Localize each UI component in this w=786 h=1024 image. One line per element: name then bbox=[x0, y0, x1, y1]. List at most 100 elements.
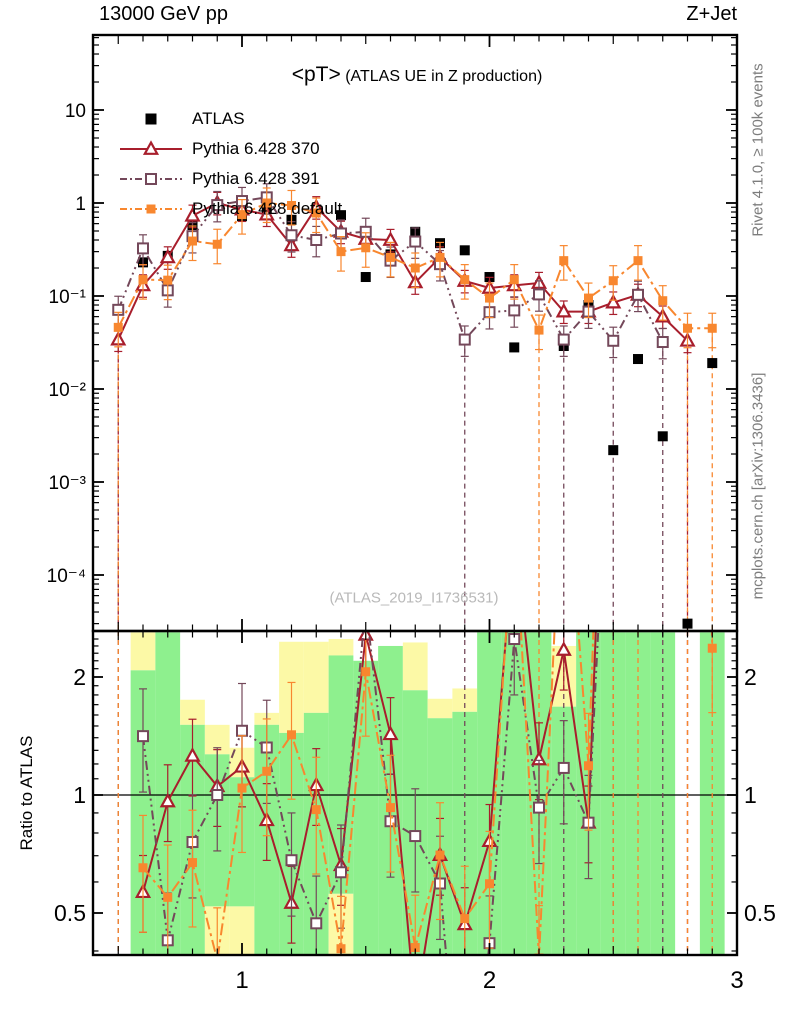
data-point bbox=[285, 229, 298, 242]
axis-ticks bbox=[93, 35, 737, 955]
data-point bbox=[386, 803, 395, 813]
data-point bbox=[145, 173, 157, 185]
data-point bbox=[658, 296, 668, 306]
axis-tick-labels: 10 1 10⁻¹ 10⁻² 10⁻³ 10⁻⁴ 2 2 1 1 0.5 0.5 1 2 3 bbox=[47, 101, 776, 994]
analysis-name: (ATLAS UE in Z production) bbox=[345, 68, 543, 85]
data-point bbox=[409, 235, 422, 248]
data-point bbox=[410, 943, 420, 953]
y-axis-tick-label: 10⁻³ bbox=[49, 473, 87, 494]
y-axis-tick-label: 10⁻⁴ bbox=[47, 566, 86, 587]
ratio-series-line bbox=[142, 631, 597, 955]
data-point bbox=[409, 830, 422, 843]
data-point bbox=[146, 204, 156, 214]
legend-item-pythia-6-428-default: Pythia 6.428 default bbox=[118, 194, 342, 224]
yellow-band bbox=[452, 688, 478, 712]
data-point bbox=[213, 956, 222, 965]
data-point bbox=[584, 761, 593, 771]
yellow-band bbox=[328, 639, 354, 656]
series-main-pythia-6-428-default bbox=[113, 187, 717, 351]
ratio-panel-series bbox=[117, 631, 717, 965]
data-point bbox=[336, 210, 346, 221]
ratio-series-line bbox=[142, 631, 714, 955]
ratio-tick-label-left: 1 bbox=[73, 782, 86, 808]
data-point bbox=[212, 239, 222, 249]
data-point bbox=[533, 801, 545, 814]
data-point bbox=[633, 256, 643, 266]
data-point bbox=[287, 200, 296, 210]
data-point bbox=[137, 730, 149, 743]
data-point bbox=[485, 293, 494, 303]
ratio-tick-label-right: 2 bbox=[744, 664, 757, 690]
legend: ATLAS Pythia 6.428 370 Pythia 6.428 391 Pyt… bbox=[118, 104, 342, 224]
data-point bbox=[608, 445, 619, 456]
data-point bbox=[707, 323, 717, 333]
data-point bbox=[509, 342, 520, 353]
data-point bbox=[360, 272, 371, 283]
x-axis-tick-label: 2 bbox=[483, 967, 496, 994]
data-point bbox=[382, 725, 399, 741]
data-point bbox=[386, 252, 395, 262]
data-point bbox=[188, 236, 197, 246]
data-point bbox=[584, 293, 593, 303]
series-main-atlas bbox=[138, 200, 718, 629]
legend-label: ATLAS bbox=[192, 109, 245, 128]
mcplots-arxiv-caption: mcplots.cern.ch [arXiv:1306.3436] bbox=[749, 372, 767, 600]
beam-energy-label: 13000 GeV pp bbox=[99, 3, 228, 25]
legend-label: Pythia 6.428 default bbox=[192, 199, 343, 218]
data-point bbox=[237, 210, 247, 220]
y-axis-tick-label: 10⁻¹ bbox=[49, 287, 87, 308]
rivet-version-caption: Rivet 4.1.0, ≥ 100k events bbox=[749, 63, 767, 237]
data-point bbox=[555, 302, 572, 318]
data-point bbox=[607, 334, 620, 347]
data-point bbox=[138, 863, 148, 873]
data-point bbox=[557, 333, 570, 346]
data-point bbox=[683, 323, 692, 333]
x-axis-tick-label: 3 bbox=[730, 967, 743, 994]
x-axis-tick-label: 1 bbox=[235, 967, 248, 994]
y-axis-tick-label: 10⁻² bbox=[49, 380, 87, 401]
data-point bbox=[188, 858, 197, 868]
ratio-tick-label-right: 1 bbox=[744, 782, 757, 808]
data-point bbox=[237, 783, 247, 793]
legend-label: Pythia 6.428 370 bbox=[192, 139, 320, 158]
data-point bbox=[435, 252, 445, 262]
observable-name: <pT> bbox=[291, 63, 341, 86]
data-point bbox=[657, 431, 668, 442]
data-point bbox=[311, 208, 321, 218]
data-point bbox=[460, 275, 470, 285]
data-point bbox=[608, 276, 618, 286]
data-point bbox=[310, 234, 323, 247]
data-point bbox=[159, 792, 176, 808]
data-point bbox=[142, 140, 160, 155]
data-point bbox=[361, 667, 371, 677]
data-point bbox=[509, 275, 519, 285]
legend-sample-icon bbox=[145, 113, 157, 125]
data-point bbox=[361, 243, 371, 253]
plot-title: <pT> (ATLAS UE in Z production) bbox=[292, 63, 543, 87]
data-point bbox=[262, 198, 272, 208]
series-line bbox=[117, 196, 664, 343]
data-point bbox=[435, 850, 445, 860]
data-point bbox=[184, 747, 201, 762]
data-point bbox=[458, 333, 471, 346]
legend-item-pythia-6-428-391: Pythia 6.428 391 bbox=[118, 164, 342, 194]
data-point bbox=[236, 724, 248, 737]
data-point bbox=[460, 914, 470, 924]
data-point bbox=[211, 789, 224, 801]
data-point bbox=[534, 325, 544, 335]
data-point bbox=[682, 618, 693, 629]
data-point bbox=[533, 288, 545, 301]
data-point bbox=[633, 354, 643, 365]
data-point bbox=[485, 879, 494, 889]
legend-item-atlas: ATLAS bbox=[118, 104, 342, 134]
legend-sample-icon bbox=[120, 173, 182, 185]
y-axis-tick-label: 1 bbox=[75, 194, 86, 215]
legend-item-pythia-6-428-370: Pythia 6.428 370 bbox=[118, 134, 342, 164]
data-point bbox=[555, 641, 572, 656]
data-point bbox=[459, 245, 470, 256]
data-point bbox=[163, 275, 173, 285]
yellow-band bbox=[402, 642, 428, 691]
ratio-tick-label-right: 0.5 bbox=[744, 900, 776, 926]
